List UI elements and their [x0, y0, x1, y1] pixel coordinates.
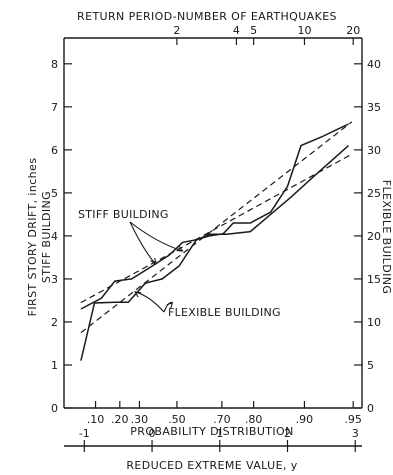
left-axis-title: FIRST STORY DRIFT, inches [26, 158, 39, 317]
flexible-building-annotation: FLEXIBLE BUILDING [168, 306, 281, 319]
top-tick-label: 5 [250, 24, 257, 37]
right-tick-label: 40 [367, 58, 381, 71]
probability-tick-label: .70 [213, 413, 231, 426]
left-tick-label: 4 [51, 230, 58, 243]
stiff-building-annotation: STIFF BUILDING [78, 208, 169, 221]
fit-line-2 [80, 153, 353, 304]
probability-tick-label: .95 [344, 413, 362, 426]
top-axis-title: RETURN PERIOD-NUMBER OF EARTHQUAKES [77, 10, 337, 23]
top-tick-label: 4 [233, 24, 240, 37]
reduced-tick-label: 0 [149, 427, 156, 440]
left-tick-label: 2 [51, 316, 58, 329]
right-tick-label: 10 [367, 316, 381, 329]
left-tick-label: 3 [51, 273, 58, 286]
top-tick-label: 20 [346, 24, 360, 37]
annotation-arrow [134, 291, 165, 313]
flexible-building-line [80, 145, 349, 361]
probability-tick-label: .20 [111, 413, 129, 426]
left-tick-label: 0 [51, 402, 58, 415]
reduced-axis-title: REDUCED EXTREME VALUE, y [126, 459, 297, 472]
right-tick-label: 0 [367, 402, 374, 415]
reduced-tick-label: 3 [352, 427, 359, 440]
left-tick-label: 5 [51, 187, 58, 200]
annotation-arrow [129, 221, 183, 252]
right-tick-label: 15 [367, 273, 381, 286]
right-axis-title: FLEXIBLE BUILDING [380, 180, 393, 295]
reduced-tick-label: 1 [216, 427, 223, 440]
probability-tick-label: .50 [168, 413, 186, 426]
arrow-head [166, 301, 174, 309]
probability-tick-label: .30 [131, 413, 149, 426]
top-tick-label: 2 [173, 24, 180, 37]
left-axis-subtitle: STIFF BUILDING [40, 191, 53, 283]
fit-line-3 [80, 121, 353, 334]
left-tick-label: 7 [51, 101, 58, 114]
left-tick-label: 1 [51, 359, 58, 372]
probability-tick-label: .80 [245, 413, 263, 426]
arrow-head [150, 257, 157, 265]
right-tick-label: 25 [367, 187, 381, 200]
right-tick-label: 5 [367, 359, 374, 372]
right-tick-label: 30 [367, 144, 381, 157]
stiff-building-line [80, 123, 349, 310]
right-tick-label: 20 [367, 230, 381, 243]
reduced-tick-label: 2 [284, 427, 291, 440]
left-tick-label: 6 [51, 144, 58, 157]
reduced-tick-label: -1 [79, 427, 90, 440]
probability-tick-label: .10 [87, 413, 105, 426]
arrow-head [176, 245, 184, 252]
probability-axis-title: PROBABILITY DISTRIBUTION [130, 425, 293, 438]
top-tick-label: 10 [297, 24, 311, 37]
probability-tick-label: .90 [296, 413, 314, 426]
left-tick-label: 8 [51, 58, 58, 71]
right-tick-label: 35 [367, 101, 381, 114]
arrow-head [134, 291, 142, 298]
annotation-arrow [129, 221, 156, 265]
